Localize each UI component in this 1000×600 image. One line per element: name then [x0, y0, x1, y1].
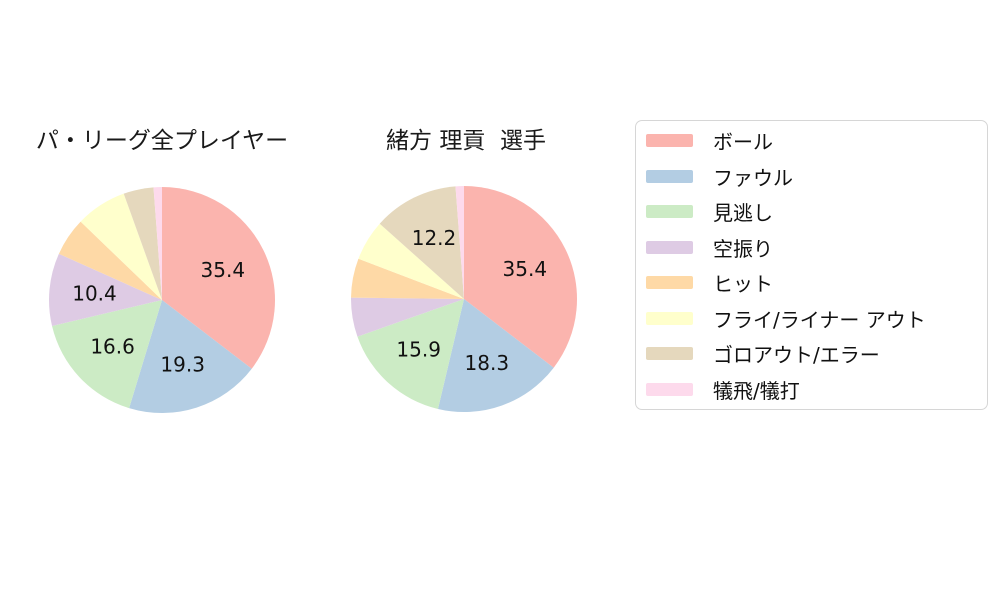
pie-slice — [437, 299, 554, 412]
legend-item-label: フライ/ライナー アウト — [713, 307, 926, 332]
pie-slice-value-label: 15.9 — [396, 337, 441, 361]
pie-slice-value-label: 35.4 — [201, 258, 246, 282]
legend-item: ボール — [636, 123, 987, 159]
pie-slice — [80, 193, 162, 300]
pie-slice — [357, 299, 464, 409]
pie-slice — [52, 300, 162, 409]
legend-item-label: 空振り — [713, 236, 773, 261]
legend-swatch — [646, 169, 693, 183]
legend: ボールファウル見逃し空振りヒットフライ/ライナー アウト ゴロアウト/エラー 犠飛/… — [635, 120, 988, 410]
pie-slice — [123, 187, 162, 300]
pie-slice — [351, 297, 464, 337]
legend-item-label: ゴロアウト/エラー — [713, 343, 880, 368]
pie-slice — [162, 187, 276, 369]
legend-item-label: ヒット — [713, 272, 773, 297]
legend-swatch — [646, 382, 693, 396]
legend-item: 空振り — [636, 230, 987, 266]
legend-item: 見逃し — [636, 194, 987, 230]
legend-item-label: ボール — [713, 130, 773, 155]
legend-swatch — [646, 347, 693, 361]
legend-swatch — [646, 240, 693, 254]
pie-slice — [49, 253, 163, 327]
legend-item-label: 犠飛/犠打 — [713, 378, 800, 403]
legend-item: 犠飛/犠打 — [636, 372, 987, 408]
right-chart-title: 緒方 理貢 選手 — [386, 128, 546, 154]
legend-item: フライ/ライナー アウト — [636, 301, 987, 337]
pie-slice — [153, 187, 162, 300]
pie-slice-value-label: 35.4 — [503, 257, 548, 281]
right-pie-chart: 35.4 18.3 15.9 12.2 — [351, 186, 578, 412]
pie-slice-value-label: 18.3 — [465, 351, 510, 375]
left-pie-chart: 35.4 19.3 16.6 10.4 — [49, 187, 276, 414]
pie-slice-value-label: 12.2 — [412, 226, 457, 250]
pie-slice — [379, 186, 464, 299]
legend-swatch — [646, 276, 693, 290]
pie-slice — [58, 221, 163, 300]
pie-slice-value-label: 16.6 — [90, 334, 135, 358]
pie-slice — [464, 186, 578, 368]
legend-swatch — [646, 205, 693, 219]
pie-slice — [129, 300, 252, 414]
legend-item: ゴロアウト/エラー — [636, 336, 987, 372]
legend-item-label: ファウル — [713, 165, 793, 190]
pie-slice — [455, 186, 464, 299]
legend-item-label: 見逃し — [713, 201, 773, 226]
pie-slice-value-label: 19.3 — [160, 353, 205, 377]
legend-item: ヒット — [636, 265, 987, 301]
pie-slice — [351, 258, 464, 299]
left-chart-title: パ・リーグ全プレイヤー — [35, 128, 289, 154]
legend-swatch — [646, 311, 693, 325]
legend-item: ファウル — [636, 159, 987, 195]
legend-swatch — [646, 134, 693, 148]
pie-slice-value-label: 10.4 — [72, 282, 117, 306]
pie-slice — [358, 223, 464, 299]
